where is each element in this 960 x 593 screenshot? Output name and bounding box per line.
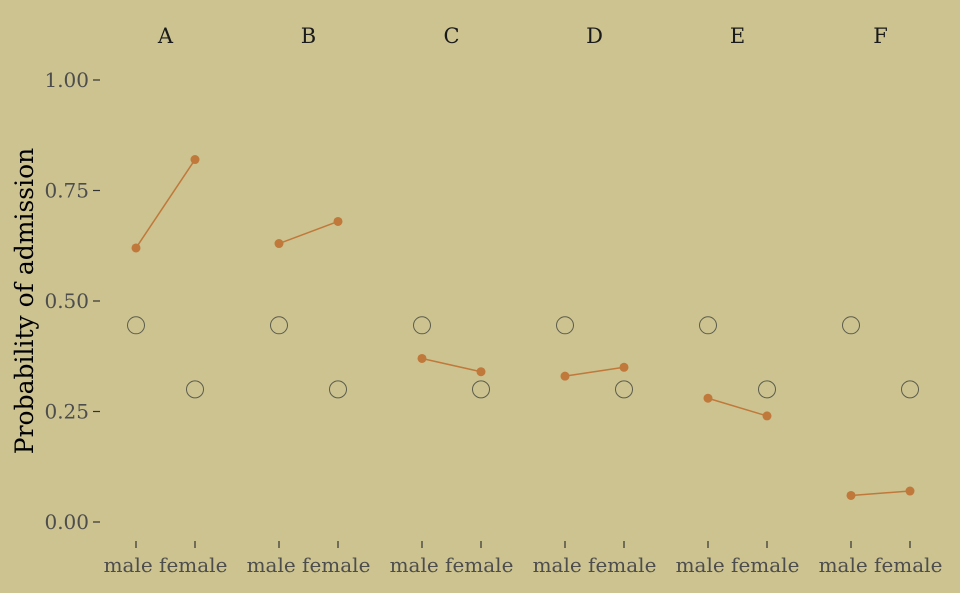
x-tick-labels: male female	[104, 553, 228, 577]
observed-line	[278, 220, 339, 245]
x-tick-labels: male female	[533, 553, 657, 577]
panel-label: C	[443, 24, 459, 48]
x-tick-labels: male female	[819, 553, 943, 577]
panel-label: A	[157, 24, 174, 48]
predicted-point	[127, 316, 145, 335]
y-axis: 0.00 0.25 0.50 0.75 1.00	[44, 68, 100, 534]
predicted-point	[699, 316, 717, 335]
y-tick-label: 0.00	[44, 510, 89, 534]
x-tick-labels: male female	[676, 553, 800, 577]
observed-point	[703, 393, 713, 403]
predicted-point	[615, 380, 633, 399]
observed-point	[762, 411, 772, 421]
y-tick-label: 0.50	[44, 289, 89, 313]
panel-label: D	[586, 24, 603, 48]
observed-point	[905, 486, 915, 496]
observed-line	[564, 366, 625, 377]
predicted-point	[556, 316, 574, 335]
observed-line	[850, 490, 911, 497]
predicted-point	[413, 316, 431, 335]
predicted-point	[758, 380, 776, 399]
observed-line	[421, 357, 482, 373]
y-tick-label: 1.00	[44, 68, 89, 92]
predicted-point	[472, 380, 490, 399]
predicted-point	[186, 380, 204, 399]
observed-line	[707, 397, 768, 417]
observed-point	[190, 155, 200, 165]
panel-label: E	[730, 24, 745, 48]
observed-point	[274, 239, 284, 249]
predicted-point	[270, 316, 288, 335]
observed-line	[135, 159, 196, 249]
y-axis-title: Probability of admission	[10, 148, 39, 455]
predicted-point	[842, 316, 860, 335]
panel-label: B	[301, 24, 316, 48]
observed-point	[476, 367, 486, 377]
predicted-point	[329, 380, 347, 399]
y-tick-label: 0.25	[44, 400, 89, 424]
predicted-point	[901, 380, 919, 399]
panel-label: F	[873, 24, 888, 48]
observed-point	[333, 216, 343, 226]
x-tick-labels: male female	[247, 553, 371, 577]
observed-point	[560, 371, 570, 381]
y-tick-label: 0.75	[44, 179, 89, 203]
observed-point	[131, 243, 141, 253]
observed-point	[417, 353, 427, 363]
x-tick-labels: male female	[390, 553, 514, 577]
observed-point	[619, 362, 629, 372]
observed-point	[846, 490, 856, 500]
